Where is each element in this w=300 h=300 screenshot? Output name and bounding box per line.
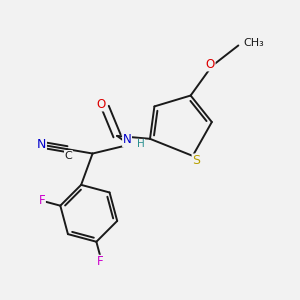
Text: C: C [64,151,72,160]
Text: S: S [192,154,200,167]
Text: H: H [137,140,145,149]
Text: F: F [39,194,45,207]
Text: CH₃: CH₃ [243,38,264,48]
Text: O: O [96,98,105,111]
Text: O: O [206,58,215,71]
Text: F: F [97,255,104,268]
Text: N: N [37,138,46,151]
Text: N: N [123,134,131,146]
